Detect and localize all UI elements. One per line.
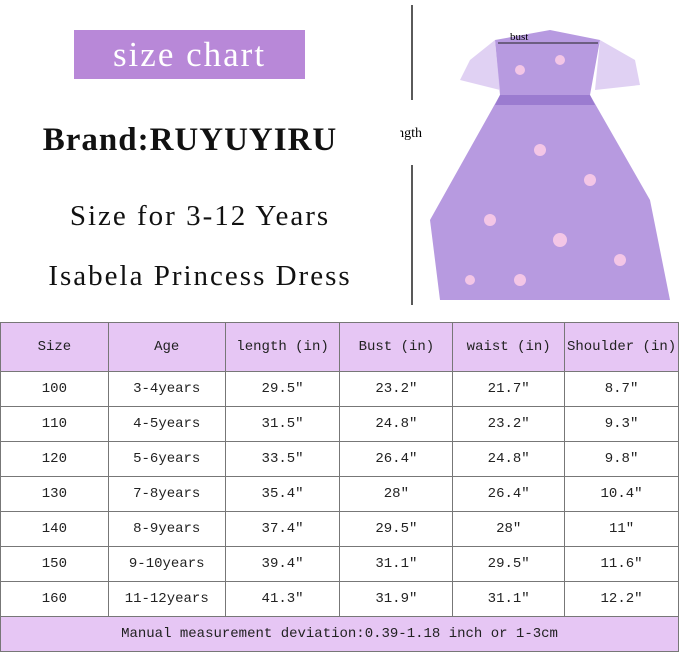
cell-length: 39.4″ [224,546,341,582]
header-bust: Bust (in) [339,322,454,372]
cell-size: 140 [0,511,109,547]
header-waist: waist (in) [452,322,566,372]
cell-size: 160 [0,581,109,617]
header-size: Size [0,322,109,372]
cell-bust: 24.8″ [339,406,454,442]
cell-waist: 21.7″ [452,371,566,407]
cell-bust: 23.2″ [339,371,454,407]
cell-length: 37.4″ [224,511,341,547]
measurement-note: Manual measurement deviation:0.39-1.18 i… [0,616,679,652]
cell-shoulder: 8.7″ [564,371,679,407]
cell-age: 4-5years [107,406,226,442]
cell-size: 130 [0,476,109,512]
cell-waist: 23.2″ [452,406,566,442]
table-footer-row: Manual measurement deviation:0.39-1.18 i… [0,616,679,652]
dress-sleeves [460,40,640,90]
cell-waist: 28″ [452,511,566,547]
table-row: 140 8-9years 37.4″ 29.5″ 28″ 11″ [0,511,679,547]
header-shoulder: Shoulder (in) [564,322,679,372]
table-row: 150 9-10years 39.4″ 31.1″ 29.5″ 11.6″ [0,546,679,582]
cell-shoulder: 11.6″ [564,546,679,582]
cell-bust: 29.5″ [339,511,454,547]
cell-age: 9-10years [107,546,226,582]
table-row: 110 4-5years 31.5″ 24.8″ 23.2″ 9.3″ [0,406,679,442]
cell-bust: 31.1″ [339,546,454,582]
bust-label: bust [510,31,528,43]
flower-pattern [465,55,626,286]
table-row: 160 11-12years 41.3″ 31.9″ 31.1″ 12.2″ [0,581,679,617]
cell-waist: 31.1″ [452,581,566,617]
cell-length: 31.5″ [224,406,341,442]
cell-waist: 29.5″ [452,546,566,582]
cell-length: 29.5″ [224,371,341,407]
size-chart-badge: size chart [74,30,305,79]
table-header-row: Size Age length (in) Bust (in) waist (in… [0,322,679,372]
cell-age: 7-8years [107,476,226,512]
dress-waist [495,95,595,105]
table-body: 100 3-4years 29.5″ 23.2″ 21.7″ 8.7″ 110 4-5year… [0,371,679,617]
table-row: 120 5-6years 33.5″ 26.4″ 24.8″ 9.8″ [0,441,679,477]
cell-bust: 26.4″ [339,441,454,477]
header-age: Age [107,322,226,372]
cell-length: 41.3″ [224,581,341,617]
cell-shoulder: 10.4″ [564,476,679,512]
cell-bust: 31.9″ [339,581,454,617]
cell-shoulder: 11″ [564,511,679,547]
product-name: Isabela Princess Dress [48,260,352,292]
length-label: length [400,126,422,141]
cell-size: 110 [0,406,109,442]
dress-illustration: bust length [400,5,670,305]
cell-size: 120 [0,441,109,477]
dress-body [430,30,670,300]
cell-size: 100 [0,371,109,407]
cell-age: 3-4years [107,371,226,407]
cell-age: 5-6years [107,441,226,477]
cell-shoulder: 9.3″ [564,406,679,442]
brand-name: Brand:RUYUYIRU [42,122,338,158]
cell-age: 11-12years [107,581,226,617]
cell-length: 35.4″ [224,476,341,512]
cell-shoulder: 12.2″ [564,581,679,617]
table-row: 130 7-8years 35.4″ 28″ 26.4″ 10.4″ [0,476,679,512]
header-length: length (in) [224,322,341,372]
table-row: 100 3-4years 29.5″ 23.2″ 21.7″ 8.7″ [0,371,679,407]
age-range-subtitle: Size for 3-12 Years [69,200,331,232]
size-table: Size Age length (in) Bust (in) waist (in… [0,322,679,652]
cell-age: 8-9years [107,511,226,547]
cell-bust: 28″ [339,476,454,512]
cell-waist: 24.8″ [452,441,566,477]
cell-shoulder: 9.8″ [564,441,679,477]
cell-size: 150 [0,546,109,582]
cell-length: 33.5″ [224,441,341,477]
cell-waist: 26.4″ [452,476,566,512]
